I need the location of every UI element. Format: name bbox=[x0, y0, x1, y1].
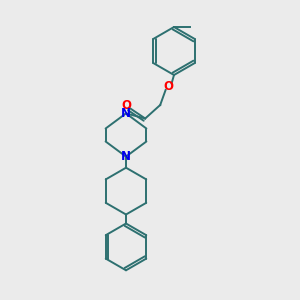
Text: O: O bbox=[164, 80, 174, 93]
Text: N: N bbox=[121, 150, 131, 163]
Text: O: O bbox=[122, 99, 132, 112]
Text: N: N bbox=[121, 107, 131, 120]
